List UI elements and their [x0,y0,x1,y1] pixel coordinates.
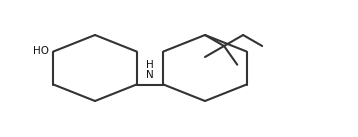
Text: N: N [146,69,154,79]
Text: HO: HO [33,46,49,56]
Text: H: H [146,61,154,71]
